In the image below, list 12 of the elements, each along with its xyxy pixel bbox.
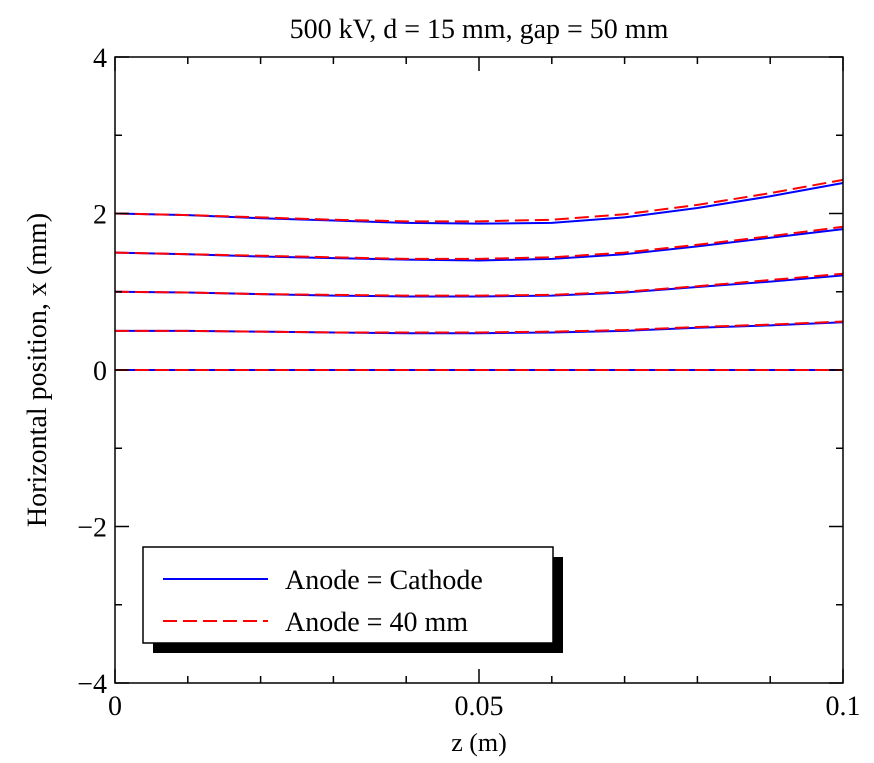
x-tick-label: 0.1 xyxy=(826,691,860,722)
chart-title: 500 kV, d = 15 mm, gap = 50 mm xyxy=(290,14,669,45)
y-tick-label: 2 xyxy=(93,200,107,230)
y-tick-label: −2 xyxy=(77,512,107,544)
y-axis-title: Horizontal position, x (mm) xyxy=(22,212,53,528)
y-tick-label: −4 xyxy=(77,669,107,700)
y-tick-label: 0 xyxy=(93,356,107,387)
legend-label: Anode = 40 mm xyxy=(285,607,468,638)
x-axis-title: z (m) xyxy=(451,728,507,757)
x-tick-label: 0.05 xyxy=(454,691,504,722)
y-tick-label: 4 xyxy=(93,43,107,74)
legend-label: Anode = Cathode xyxy=(285,565,483,596)
